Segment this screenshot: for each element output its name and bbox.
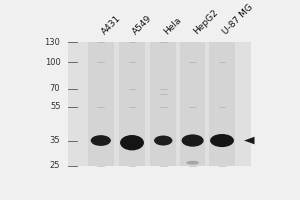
Text: 55: 55 bbox=[50, 102, 60, 111]
Ellipse shape bbox=[210, 134, 234, 147]
Text: Hela: Hela bbox=[162, 15, 183, 36]
Bar bbox=[68, 42, 251, 166]
Ellipse shape bbox=[182, 134, 204, 147]
Text: 70: 70 bbox=[50, 84, 60, 93]
Ellipse shape bbox=[154, 136, 172, 146]
Text: HepG2: HepG2 bbox=[191, 8, 220, 36]
Text: 25: 25 bbox=[50, 161, 60, 170]
Text: A549: A549 bbox=[131, 14, 154, 36]
Ellipse shape bbox=[91, 135, 111, 146]
Polygon shape bbox=[244, 137, 254, 144]
Text: 35: 35 bbox=[50, 136, 60, 145]
Bar bbox=[150, 42, 176, 166]
Text: U-87 MG: U-87 MG bbox=[221, 2, 255, 36]
Ellipse shape bbox=[120, 135, 144, 150]
Text: 100: 100 bbox=[45, 58, 60, 67]
Bar bbox=[180, 42, 206, 166]
Bar bbox=[88, 42, 114, 166]
Ellipse shape bbox=[186, 161, 199, 165]
Bar bbox=[119, 42, 145, 166]
Text: 130: 130 bbox=[44, 38, 60, 47]
Text: A431: A431 bbox=[100, 14, 122, 36]
Bar bbox=[209, 42, 235, 166]
